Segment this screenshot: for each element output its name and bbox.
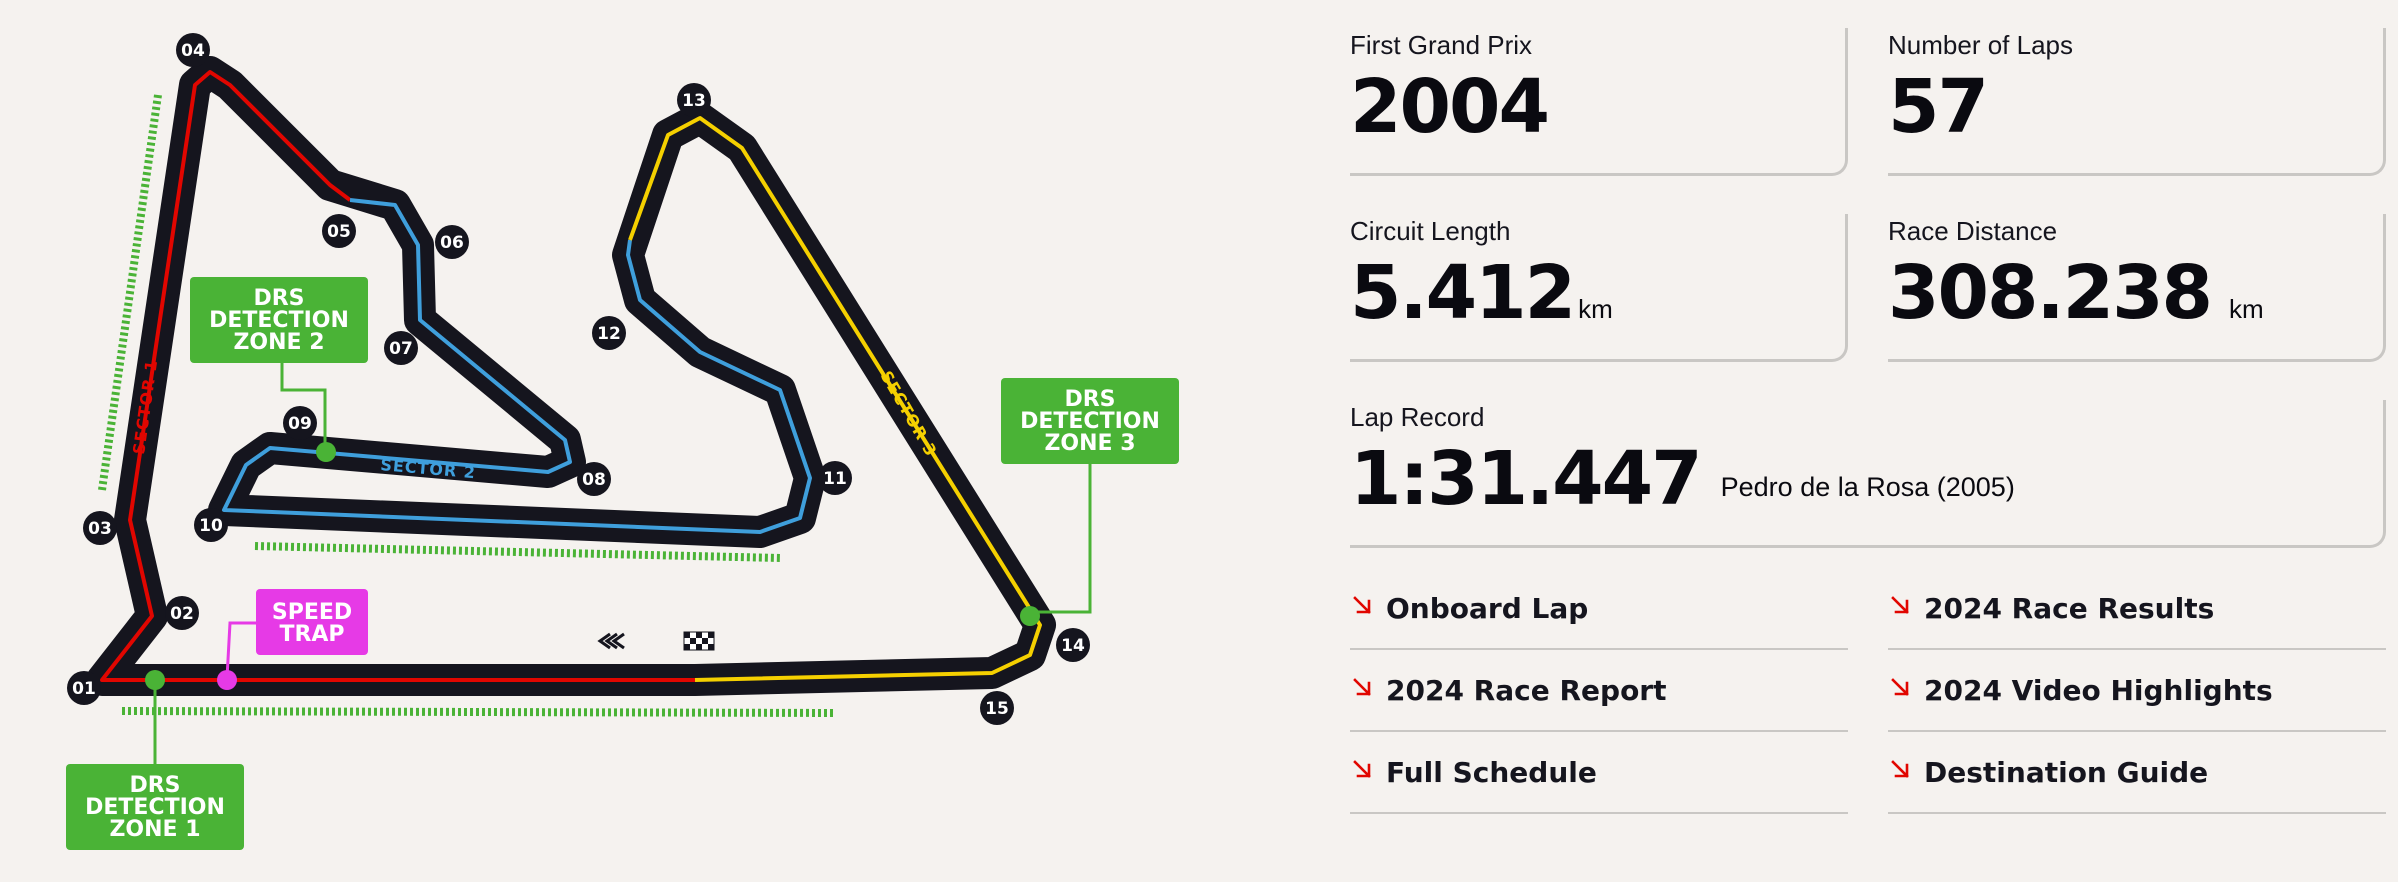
lap-record-holder: Pedro de la Rosa (2005) xyxy=(1720,472,2015,502)
track-outline xyxy=(86,56,1056,696)
turn-11-badge: 11 xyxy=(818,461,852,495)
sector-3-line xyxy=(628,116,1042,682)
svg-text:04: 04 xyxy=(181,41,205,61)
svg-text:ZONE 1: ZONE 1 xyxy=(109,817,200,842)
turn-03-badge: 03 xyxy=(83,511,117,545)
onboard-lap-label: Onboard Lap xyxy=(1386,591,1589,625)
zone-connectors xyxy=(153,358,1092,765)
svg-text:ZONE 3: ZONE 3 xyxy=(1044,431,1135,456)
full-schedule-link[interactable]: Full Schedule xyxy=(1350,732,1848,814)
svg-text:ZONE 2: ZONE 2 xyxy=(233,330,324,355)
svg-text:DETECTION: DETECTION xyxy=(1020,409,1160,434)
drs-zone-1-label: DRS DETECTION ZONE 1 xyxy=(66,764,244,850)
svg-text:02: 02 xyxy=(170,604,194,624)
first-grand-prix-stat: First Grand Prix 2004 xyxy=(1350,28,1848,176)
svg-text:05: 05 xyxy=(327,222,351,242)
arrow-down-right-icon xyxy=(1353,596,1371,614)
circuit-length-label: Circuit Length xyxy=(1350,216,1511,246)
race-results-label: 2024 Race Results xyxy=(1924,591,2215,625)
video-highlights-link[interactable]: 2024 Video Highlights xyxy=(1888,650,2386,732)
arrow-down-right-icon xyxy=(1891,760,1909,778)
svg-text:11: 11 xyxy=(823,469,847,489)
drs-detection-point-3 xyxy=(1020,606,1040,626)
turn-08-badge: 08 xyxy=(577,462,611,496)
number-of-laps-value: 57 xyxy=(1888,64,1989,150)
svg-text:09: 09 xyxy=(288,414,312,434)
race-distance-label: Race Distance xyxy=(1888,216,2058,246)
race-distance-stat: Race Distance 308.238 km xyxy=(1888,214,2386,362)
destination-guide-link[interactable]: Destination Guide xyxy=(1888,732,2386,814)
turn-04-badge: 04 xyxy=(176,33,210,67)
svg-text:12: 12 xyxy=(597,324,621,344)
speed-trap-label: SPEED TRAP xyxy=(256,589,368,655)
sector-2-line xyxy=(222,198,812,534)
circuit-map: SECTOR 1 SECTOR 2 SECTOR 3 DRS DETECTION… xyxy=(66,33,1179,850)
arrow-down-right-icon xyxy=(1353,678,1371,696)
lap-record-label: Lap Record xyxy=(1350,402,1485,432)
race-distance-value: 308.238 km xyxy=(1888,256,2264,330)
first-grand-prix-value: 2004 xyxy=(1350,64,1550,150)
destination-guide-label: Destination Guide xyxy=(1924,755,2209,789)
svg-text:SPEED: SPEED xyxy=(272,600,352,625)
turn-14-badge: 14 xyxy=(1056,628,1090,662)
full-schedule-label: Full Schedule xyxy=(1386,755,1597,789)
arrow-down-right-icon xyxy=(1353,760,1371,778)
svg-text:08: 08 xyxy=(582,470,606,490)
svg-text:DRS: DRS xyxy=(1064,387,1115,412)
speed-trap-point xyxy=(217,670,237,690)
race-distance-number: 308.238 xyxy=(1888,250,2213,336)
chequered-flag-icon xyxy=(683,631,715,651)
turn-05-badge: 05 xyxy=(322,214,356,248)
circuit-length-number: 5.412 xyxy=(1350,250,1576,336)
circuit-length-value: 5.412 km xyxy=(1350,256,1613,330)
svg-text:TRAP: TRAP xyxy=(279,622,344,647)
race-distance-unit: km xyxy=(2229,294,2264,324)
circuit-length-stat: Circuit Length 5.412 km xyxy=(1350,214,1848,362)
onboard-lap-link[interactable]: Onboard Lap xyxy=(1350,568,1848,650)
turn-12-badge: 12 xyxy=(592,316,626,350)
svg-text:10: 10 xyxy=(199,516,223,536)
svg-text:03: 03 xyxy=(88,519,112,539)
drs-detection-point-2 xyxy=(316,442,336,462)
turn-07-badge: 07 xyxy=(384,331,418,365)
video-highlights-label: 2024 Video Highlights xyxy=(1924,673,2273,707)
number-of-laps-label: Number of Laps xyxy=(1888,30,2073,60)
drs-rails xyxy=(98,94,834,717)
circuit-length-unit: km xyxy=(1578,294,1613,324)
arrow-down-right-icon xyxy=(1891,596,1909,614)
turn-13-badge: 13 xyxy=(677,83,711,117)
first-grand-prix-label: First Grand Prix xyxy=(1350,30,1533,60)
svg-text:DRS: DRS xyxy=(253,286,304,311)
sector-3-label: SECTOR 3 xyxy=(877,368,941,460)
turn-badges: 01 02 03 04 05 06 07 08 09 10 11 12 13 1… xyxy=(67,33,1090,725)
svg-text:01: 01 xyxy=(72,679,96,699)
number-of-laps-stat: Number of Laps 57 xyxy=(1888,28,2386,176)
turn-01-badge: 01 xyxy=(67,671,101,705)
svg-text:07: 07 xyxy=(389,339,413,359)
turn-15-badge: 15 xyxy=(980,691,1014,725)
svg-text:14: 14 xyxy=(1061,636,1085,656)
svg-text:13: 13 xyxy=(682,91,706,111)
race-results-link[interactable]: 2024 Race Results xyxy=(1888,568,2386,650)
svg-text:DETECTION: DETECTION xyxy=(209,308,349,333)
turn-02-badge: 02 xyxy=(165,596,199,630)
lap-record-time: 1:31.447 xyxy=(1350,436,1703,522)
turn-10-badge: 10 xyxy=(194,508,228,542)
turn-06-badge: 06 xyxy=(435,225,469,259)
sector-1-line xyxy=(100,70,695,682)
lap-record-stat: Lap Record 1:31.447 Pedro de la Rosa (200… xyxy=(1350,400,2386,548)
drs-zone-3-label: DRS DETECTION ZONE 3 xyxy=(1001,378,1179,464)
svg-text:DRS: DRS xyxy=(129,773,180,798)
drs-detection-point-1 xyxy=(145,670,165,690)
race-report-link[interactable]: 2024 Race Report xyxy=(1350,650,1848,732)
svg-text:DETECTION: DETECTION xyxy=(85,795,225,820)
turn-09-badge: 09 xyxy=(283,406,317,440)
svg-text:15: 15 xyxy=(985,699,1009,719)
arrow-down-right-icon xyxy=(1891,678,1909,696)
drs-zone-2-label: DRS DETECTION ZONE 2 xyxy=(190,277,368,363)
svg-text:06: 06 xyxy=(440,233,464,253)
direction-arrows-icon xyxy=(597,632,625,650)
lap-record-value: 1:31.447 Pedro de la Rosa (2005) xyxy=(1350,442,2015,516)
race-report-label: 2024 Race Report xyxy=(1386,673,1667,707)
